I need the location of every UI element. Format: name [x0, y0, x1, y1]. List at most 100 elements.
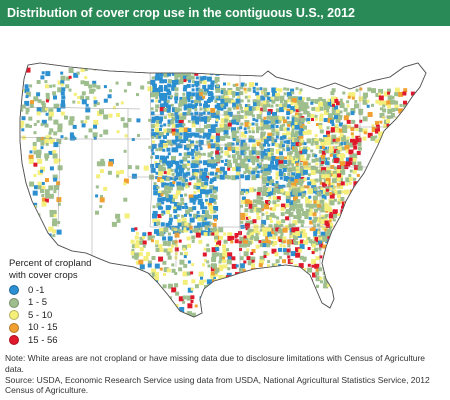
county-cell: [184, 213, 187, 217]
county-cell: [60, 91, 65, 96]
county-cell: [41, 71, 45, 75]
county-cell: [231, 283, 235, 287]
county-cell: [266, 183, 269, 186]
county-cell: [187, 167, 190, 171]
county-cell: [151, 124, 156, 128]
county-cell: [155, 248, 160, 252]
county-cell: [48, 226, 54, 232]
county-cell: [323, 101, 328, 107]
county-cell: [291, 149, 295, 152]
county-cell: [159, 231, 165, 237]
county-cell: [155, 108, 159, 112]
county-cell: [178, 135, 183, 140]
county-cell: [331, 111, 336, 116]
county-cell: [198, 271, 204, 277]
county-cell: [248, 130, 252, 134]
county-cell: [200, 189, 205, 195]
county-cell: [293, 203, 299, 209]
county-cell: [92, 83, 97, 88]
county-cell: [80, 68, 85, 73]
county-cell: [186, 271, 191, 276]
county-cell: [336, 186, 340, 189]
county-cell: [201, 177, 206, 182]
county-cell: [370, 135, 376, 141]
county-cell: [344, 217, 348, 221]
county-cell: [285, 191, 291, 197]
county-cell: [33, 123, 37, 126]
county-cell: [318, 125, 323, 129]
county-cell: [220, 90, 225, 95]
county-cell: [196, 214, 201, 219]
county-cell: [264, 187, 268, 191]
county-cell: [286, 284, 289, 288]
county-cell: [327, 182, 331, 186]
county-cell: [371, 88, 376, 94]
county-cell: [310, 178, 315, 184]
county-cell: [231, 263, 237, 269]
county-cell: [325, 239, 330, 244]
county-cell: [220, 95, 225, 100]
county-cell: [77, 95, 81, 99]
county-cell: [60, 135, 64, 139]
county-cell: [210, 108, 216, 113]
county-cell: [282, 244, 286, 248]
county-cell: [53, 158, 59, 164]
county-cell: [210, 288, 215, 292]
county-cell: [386, 100, 392, 106]
county-cell: [166, 128, 172, 134]
county-cell: [340, 185, 344, 189]
county-cell: [312, 195, 318, 201]
county-cell: [410, 119, 416, 125]
county-cell: [57, 80, 62, 85]
county-cell: [351, 96, 355, 100]
county-cell: [92, 88, 96, 92]
county-cell: [196, 178, 202, 184]
county-cell: [211, 303, 217, 309]
county-cell: [166, 108, 171, 113]
county-cell: [283, 119, 287, 124]
county-cell: [99, 109, 104, 115]
county-cell: [203, 299, 209, 305]
county-cell: [187, 119, 191, 123]
county-cell: [186, 227, 190, 231]
county-cell: [33, 96, 39, 102]
county-cell: [210, 124, 216, 130]
county-cell: [40, 146, 44, 150]
county-cell: [211, 293, 215, 296]
county-cell: [174, 272, 178, 275]
county-cell: [290, 259, 294, 263]
county-cell: [314, 141, 319, 146]
county-cell: [201, 219, 206, 223]
county-cell: [318, 178, 322, 182]
county-cell: [156, 230, 162, 236]
county-cell: [410, 140, 413, 143]
county-cell: [204, 181, 209, 186]
county-cell: [403, 88, 408, 93]
county-cell: [150, 111, 155, 116]
county-cell: [375, 93, 380, 97]
county-cell: [184, 202, 188, 206]
county-cell: [307, 267, 313, 273]
county-cell: [170, 103, 174, 107]
county-cell: [346, 136, 350, 140]
county-cell: [214, 231, 219, 236]
county-cell: [183, 255, 187, 259]
county-cell: [167, 123, 171, 127]
county-cell: [164, 185, 170, 191]
county-cell: [330, 96, 336, 102]
county-cell: [182, 244, 188, 250]
county-cell: [168, 190, 172, 194]
county-cell: [181, 214, 185, 218]
county-cell: [148, 118, 152, 122]
county-cell: [154, 263, 160, 269]
county-cell: [260, 224, 265, 229]
county-cell: [290, 177, 295, 182]
county-cell: [53, 131, 58, 136]
county-cell: [294, 147, 298, 152]
county-cell: [222, 252, 228, 258]
county-cell: [245, 220, 251, 226]
county-cell: [290, 251, 296, 257]
county-cell: [41, 103, 46, 108]
county-cell: [199, 103, 202, 107]
county-cell: [342, 91, 346, 95]
